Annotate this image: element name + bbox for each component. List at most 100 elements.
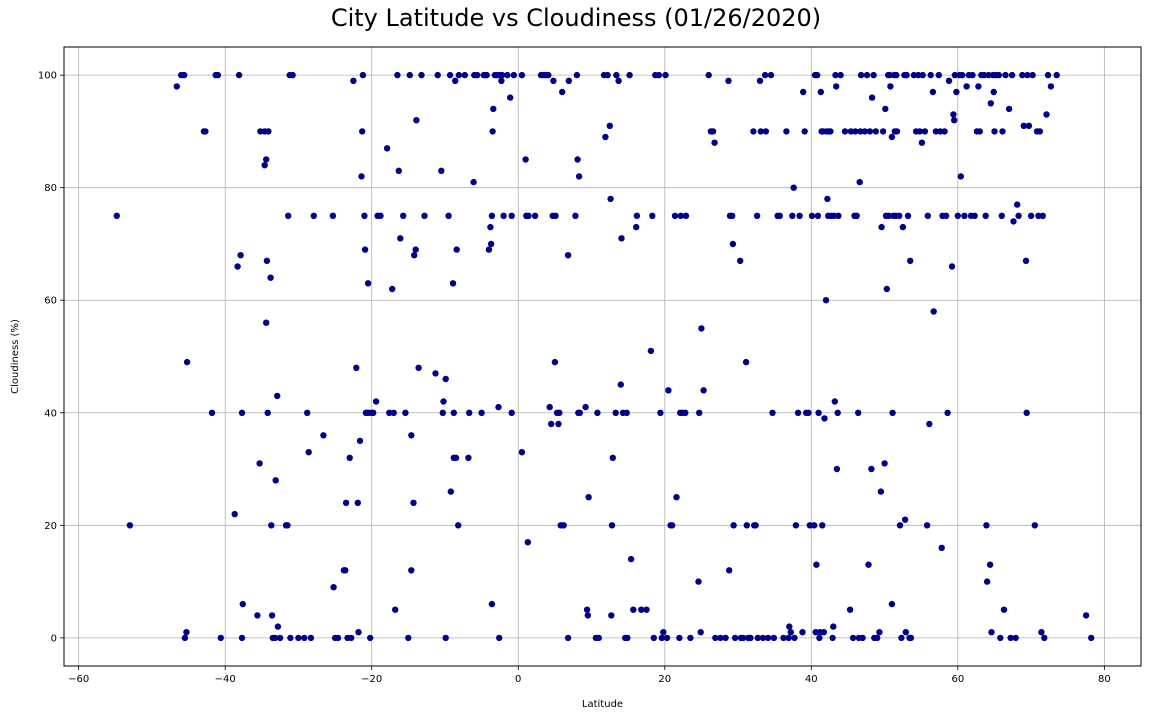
data-point [617,381,624,388]
y-tick-label: 0 [51,633,57,644]
data-point [465,454,472,461]
data-point [786,623,793,630]
data-point [794,409,802,416]
data-point [885,212,893,219]
data-point [608,612,615,619]
data-point [545,71,552,79]
data-point [822,297,830,304]
data-point [929,88,937,96]
data-point [607,195,614,203]
data-point [893,71,900,79]
data-point [729,212,736,219]
data-point [488,600,496,608]
data-point [759,634,767,642]
data-point [668,522,676,529]
data-point [576,409,583,416]
data-point [606,122,613,129]
data-point [808,212,816,219]
data-point [439,409,446,416]
data-point [961,212,968,219]
data-point [389,285,396,293]
data-point [452,454,460,461]
data-point [612,409,619,416]
x-tick-label: 40 [805,674,818,685]
data-point [695,578,702,585]
data-point [841,128,849,135]
data-point [730,522,737,529]
data-point [811,522,818,529]
data-point [935,71,942,79]
data-point [821,415,828,422]
data-point [470,178,477,186]
data-point [789,212,796,219]
data-point [394,71,401,79]
data-point [752,522,759,529]
data-point [893,128,901,135]
data-point [761,71,769,79]
data-point [830,212,838,219]
data-point [560,522,567,529]
data-point [564,252,572,259]
x-tick-label: 60 [951,674,964,685]
data-point [767,71,775,79]
data-point [412,246,419,253]
data-point [896,212,903,219]
data-point [400,212,407,219]
data-point [814,212,822,219]
data-point [938,544,945,551]
data-point [886,71,893,79]
data-point [202,128,209,135]
data-point [263,156,270,163]
data-point [618,235,625,242]
data-point [709,128,717,135]
data-point [1031,522,1039,529]
data-point [837,71,844,79]
data-point [633,212,641,219]
data-point [921,128,929,135]
data-point [510,71,517,79]
data-point [1029,71,1036,79]
data-point [981,71,988,79]
data-point [833,465,841,473]
data-point [705,71,712,79]
data-point [346,454,353,461]
data-point [466,409,473,416]
data-point [971,212,978,219]
data-point [488,212,496,219]
data-point [658,634,665,642]
y-tick-label: 40 [44,408,57,419]
data-point [268,522,275,529]
data-point [712,634,719,642]
data-point [383,145,391,152]
data-point [985,71,992,79]
data-point [483,71,490,79]
data-point [986,561,994,568]
data-point [395,167,402,174]
data-point [630,606,637,613]
data-point [879,128,887,135]
data-point [904,212,912,219]
data-point [870,71,877,79]
data-point [1007,634,1014,642]
data-point [447,488,454,495]
data-point [350,77,357,85]
data-point [418,71,425,79]
data-point [485,246,493,253]
data-point [474,71,481,79]
data-point [364,280,372,287]
data-point [868,465,875,473]
data-point [898,634,905,642]
data-point [287,634,294,642]
data-point [320,432,327,439]
data-point [438,167,445,174]
data-point [126,522,134,529]
data-point [742,358,750,366]
data-point [916,128,923,135]
data-point [696,409,703,416]
data-point [815,409,822,416]
data-point [582,403,589,411]
data-point [833,83,840,90]
data-point [657,409,664,416]
data-point [918,139,926,146]
x-tick-label: 0 [515,674,521,685]
